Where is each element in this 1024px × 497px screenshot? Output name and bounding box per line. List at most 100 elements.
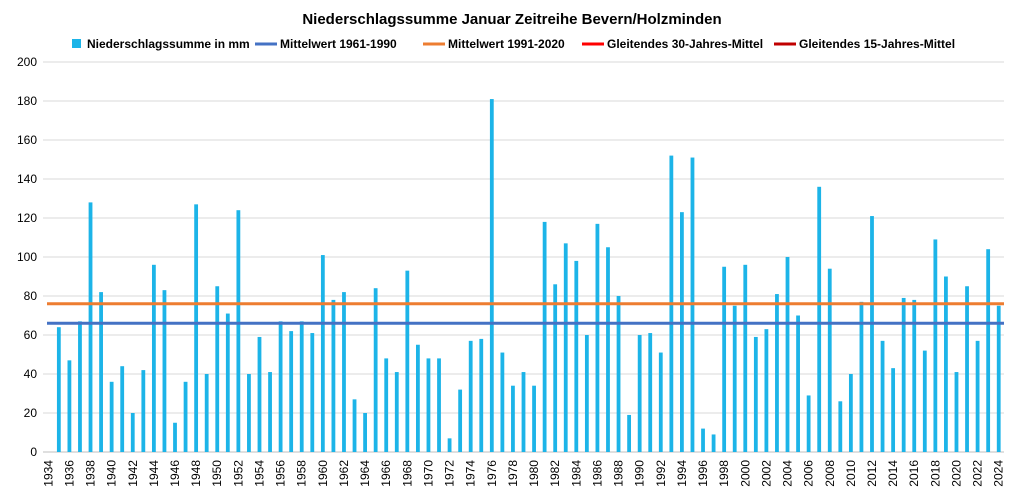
x-tick-label: 1992: [654, 460, 668, 487]
bar: [722, 266, 727, 452]
bar: [500, 352, 505, 452]
bar: [405, 270, 410, 452]
bar: [151, 264, 156, 452]
bar: [215, 286, 220, 452]
bar: [236, 210, 241, 452]
bar: [88, 202, 93, 452]
bar: [775, 294, 779, 452]
x-tick-label: 1994: [675, 460, 689, 487]
x-tick-label: 1952: [231, 460, 245, 487]
x-tick-label: 1966: [379, 460, 393, 487]
bar: [658, 352, 663, 452]
bar: [489, 99, 494, 453]
x-tick-label: 1938: [84, 460, 98, 487]
bar: [753, 336, 758, 452]
y-tick-label: 60: [24, 328, 38, 342]
legend-label: Niederschlagssumme in mm: [87, 37, 250, 51]
bar: [257, 336, 262, 452]
bar: [437, 358, 441, 452]
legend-label: Mittelwert 1961-1990: [280, 37, 397, 51]
x-tick-label: 1984: [569, 460, 583, 487]
x-tick-label: 1954: [252, 460, 266, 487]
bar: [870, 216, 874, 452]
bar: [563, 243, 568, 452]
x-tick-label: 1986: [590, 460, 604, 487]
bar: [933, 239, 938, 452]
legend-label: Gleitendes 15-Jahres-Mittel: [799, 37, 955, 51]
x-tick-label: 2020: [949, 460, 963, 487]
legend: Niederschlagssumme in mm Mittelwert 1961-…: [72, 37, 955, 51]
bar: [965, 286, 969, 452]
bar: [732, 305, 737, 452]
bar: [521, 372, 526, 452]
x-tick-label: 1996: [696, 460, 710, 487]
y-tick-label: 40: [24, 367, 38, 381]
bar: [680, 212, 684, 452]
x-tick-label: 1970: [421, 460, 435, 487]
bar: [785, 257, 790, 452]
bar: [743, 264, 748, 452]
bar: [532, 385, 536, 452]
bar: [225, 313, 230, 452]
bar: [109, 381, 114, 452]
x-tick-label: 1948: [189, 460, 203, 487]
bar: [701, 428, 705, 452]
bar: [901, 297, 906, 452]
x-tick-label: 2018: [928, 460, 942, 487]
x-tick-label: 1950: [210, 460, 224, 487]
bar: [553, 284, 558, 452]
bar: [806, 395, 811, 452]
bar: [56, 327, 61, 452]
bar: [310, 333, 315, 452]
chart-title: Niederschlagssumme Januar Zeitreihe Beve…: [302, 11, 721, 28]
bar: [817, 186, 822, 453]
bar: [595, 223, 600, 452]
bar: [426, 358, 431, 452]
bar: [78, 321, 82, 452]
bar: [99, 292, 103, 452]
bar: [352, 399, 357, 452]
bar: [542, 221, 547, 452]
x-tick-label: 2024: [992, 460, 1006, 487]
bar: [204, 374, 209, 452]
bar: [173, 422, 177, 452]
bar: [606, 247, 610, 452]
x-tick-label: 2010: [844, 460, 858, 487]
bar: [891, 368, 896, 452]
x-tick-label: 2012: [865, 460, 879, 487]
bar: [479, 338, 484, 452]
bar: [194, 204, 199, 452]
bar: [247, 374, 251, 452]
x-tick-label: 1942: [126, 460, 140, 487]
x-tick-label: 1980: [527, 460, 541, 487]
y-tick-label: 0: [30, 445, 37, 459]
bar: [373, 288, 378, 452]
legend-label: Mittelwert 1991-2020: [448, 37, 565, 51]
x-tick-label: 2002: [759, 460, 773, 487]
bar: [627, 414, 632, 452]
x-tick-label: 1972: [443, 460, 457, 487]
bar: [394, 372, 399, 452]
x-tick-label: 1960: [316, 460, 330, 487]
x-tick-label: 1974: [464, 460, 478, 487]
bar: [711, 434, 716, 452]
x-tick-label: 1934: [41, 460, 55, 487]
bar: [458, 389, 463, 452]
bar: [648, 333, 653, 452]
x-tick-label: 2016: [907, 460, 921, 487]
bar: [637, 335, 642, 452]
x-tick-label: 2004: [781, 460, 795, 487]
line-series: [47, 302, 1004, 325]
bar: [796, 315, 800, 452]
bar: [120, 366, 125, 452]
x-tick-label: 1988: [612, 460, 626, 487]
x-tick-label: 1944: [147, 460, 161, 487]
bar: [183, 381, 188, 452]
bar: [616, 296, 621, 452]
bar: [320, 255, 325, 452]
bar: [511, 385, 515, 452]
bar: [331, 299, 336, 452]
x-tick-label: 1982: [548, 460, 562, 487]
x-tick-label: 2014: [886, 460, 900, 487]
